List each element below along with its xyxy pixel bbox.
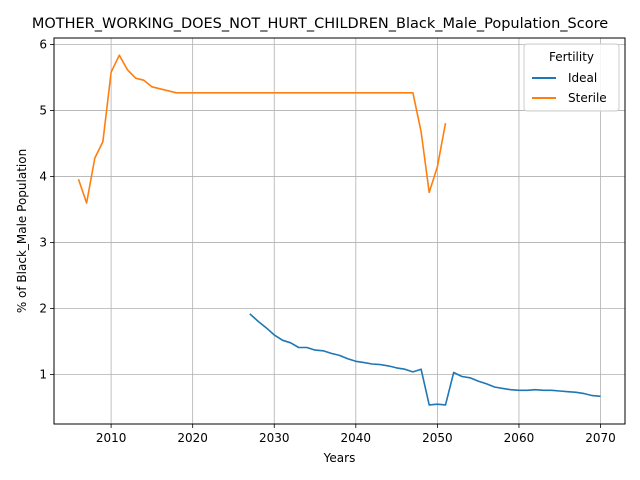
plot-area bbox=[53, 37, 626, 425]
y-axis-label: % of Black_Male Population bbox=[15, 149, 29, 313]
y-tick-label: 5 bbox=[39, 104, 47, 118]
legend: Fertility Ideal Sterile bbox=[523, 43, 620, 112]
legend-box bbox=[523, 43, 620, 112]
y-tick-label: 6 bbox=[39, 38, 47, 52]
legend-label-sterile: Sterile bbox=[568, 91, 607, 105]
y-tick-label: 4 bbox=[39, 170, 47, 184]
y-axis-ticks: 1 2 3 4 5 6 bbox=[39, 38, 54, 382]
x-axis-ticks: 2010 2020 2030 2040 2050 2060 2070 bbox=[96, 424, 616, 445]
x-tick-label: 2060 bbox=[504, 431, 535, 445]
y-tick-label: 2 bbox=[39, 302, 47, 316]
x-tick-label: 2030 bbox=[259, 431, 290, 445]
x-tick-label: 2010 bbox=[96, 431, 127, 445]
x-tick-label: 2050 bbox=[422, 431, 453, 445]
x-tick-label: 2070 bbox=[585, 431, 616, 445]
series-line-ideal bbox=[249, 313, 601, 406]
series-line-sterile bbox=[77, 54, 447, 204]
x-tick-label: 2040 bbox=[341, 431, 372, 445]
legend-label-ideal: Ideal bbox=[568, 71, 597, 85]
y-tick-label: 3 bbox=[39, 236, 47, 250]
y-tick-label: 1 bbox=[39, 368, 47, 382]
x-tick-label: 2020 bbox=[177, 431, 208, 445]
series-layer bbox=[77, 54, 601, 406]
x-axis-label: Years bbox=[323, 451, 356, 465]
legend-title: Fertility bbox=[549, 50, 594, 64]
chart-title: MOTHER_WORKING_DOES_NOT_HURT_CHILDREN_Bl… bbox=[32, 16, 608, 32]
